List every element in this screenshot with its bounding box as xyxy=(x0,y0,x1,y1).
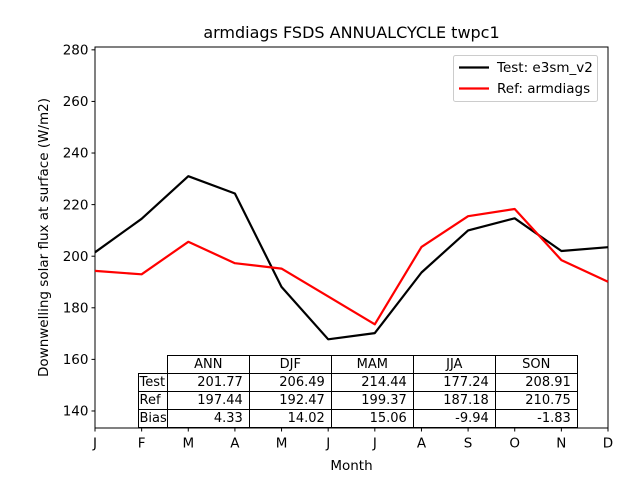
table-row: Ref 197.44 192.47 199.37 187.18 210.75 xyxy=(137,391,578,410)
y-axis-ticks: 140 160 180 200 220 240 260 280 xyxy=(63,43,95,420)
table-header-cell: ANN xyxy=(166,355,250,374)
table-header-cell: DJF xyxy=(248,355,332,374)
series-line-ref xyxy=(94,207,609,326)
x-tick-label: M xyxy=(182,436,194,452)
table-value-cell: 208.91 xyxy=(494,373,578,392)
x-tick-label: A xyxy=(417,436,427,452)
y-tick-label: 240 xyxy=(63,146,89,162)
table-value-cell: -1.83 xyxy=(494,409,578,428)
x-tick-label: J xyxy=(372,436,377,452)
legend-ref-label: Ref: armdiags xyxy=(497,81,590,97)
table-corner-cell xyxy=(138,356,167,374)
table-value-cell: 4.33 xyxy=(166,409,250,428)
x-axis-label: Month xyxy=(330,458,372,474)
table-row: Test 201.77 206.49 214.44 177.24 208.91 xyxy=(137,373,578,392)
table-header-cell: SON xyxy=(494,355,578,374)
x-tick-label: O xyxy=(509,436,520,452)
table-value-cell: 177.24 xyxy=(412,373,496,392)
table-header-row: ANN DJF MAM JJA SON xyxy=(138,355,578,374)
table-value-cell: 14.02 xyxy=(248,409,332,428)
table-row-label: Ref xyxy=(137,391,168,410)
x-tick-label: A xyxy=(230,436,240,452)
table-value-cell: 15.06 xyxy=(330,409,414,428)
y-tick-label: 200 xyxy=(63,249,89,265)
y-tick-label: 160 xyxy=(63,352,89,368)
table-value-cell: 199.37 xyxy=(330,391,414,410)
table-value-cell: 187.18 xyxy=(412,391,496,410)
seasonal-means-table: ANN DJF MAM JJA SON Test 201.77 206.49 214.44 177… xyxy=(137,355,578,428)
table-value-cell: 206.49 xyxy=(248,373,332,392)
table-row-label: Test xyxy=(137,373,168,392)
x-tick-label: M xyxy=(276,436,288,452)
legend-box xyxy=(453,55,598,102)
y-tick-label: 180 xyxy=(63,300,89,316)
legend-test-label: Test: e3sm_v2 xyxy=(496,60,593,76)
x-tick-label: J xyxy=(325,436,330,452)
y-tick-label: 140 xyxy=(63,404,89,420)
series-line-test xyxy=(94,175,609,341)
y-tick-label: 220 xyxy=(63,197,89,213)
table-value-cell: 197.44 xyxy=(166,391,250,410)
chart-title: armdiags FSDS ANNUALCYCLE twpc1 xyxy=(203,23,499,42)
plot-area xyxy=(94,46,609,429)
table-value-cell: 214.44 xyxy=(330,373,414,392)
y-tick-label: 260 xyxy=(63,94,89,110)
x-tick-label: F xyxy=(138,436,146,452)
x-tick-label: N xyxy=(556,436,566,452)
table-row: Bias 4.33 14.02 15.06 -9.94 -1.83 xyxy=(137,409,578,428)
legend: Test: e3sm_v2 Ref: armdiags xyxy=(453,55,598,102)
x-tick-label: D xyxy=(603,436,613,452)
data-series-lines xyxy=(94,175,609,341)
table-row-label: Bias xyxy=(137,409,168,428)
table-value-cell: 210.75 xyxy=(494,391,578,410)
y-tick-label: 280 xyxy=(63,43,89,59)
table-value-cell: 201.77 xyxy=(166,373,250,392)
y-axis-label: Downwelling solar flux at surface (W/m2) xyxy=(36,98,52,377)
table-value-cell: -9.94 xyxy=(412,409,496,428)
table-value-cell: 192.47 xyxy=(248,391,332,410)
table-header-cell: MAM xyxy=(330,355,414,374)
x-tick-label: S xyxy=(464,436,473,452)
table-header-cell: JJA xyxy=(412,355,496,374)
x-tick-label: J xyxy=(92,436,97,452)
